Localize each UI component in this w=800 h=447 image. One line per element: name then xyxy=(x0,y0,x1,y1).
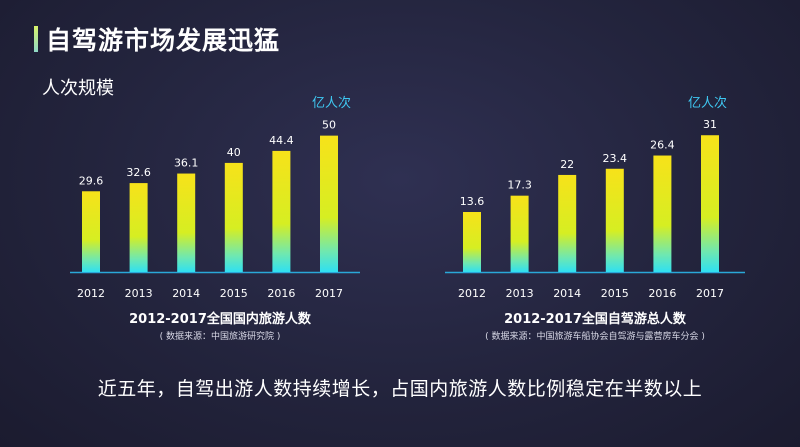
chart-2-bar xyxy=(510,195,529,272)
chart-2-bar xyxy=(558,174,577,272)
chart-2-value-label: 13.6 xyxy=(460,195,485,208)
chart-1-bar xyxy=(272,150,291,272)
chart-1-x-tick-label: 2012 xyxy=(77,287,105,300)
chart-2-x-tick-label: 2013 xyxy=(506,287,534,300)
chart-2-bar xyxy=(605,168,624,272)
chart-2-caption: 2012-2017全国自驾游总人数 ( 数据来源：中国旅游车船协会自驾游与露营房… xyxy=(430,308,760,342)
page-title: 自驾游市场发展迅猛 xyxy=(46,26,281,55)
chart-2-value-label: 17.3 xyxy=(507,179,532,192)
chart-2-title: 2012-2017全国自驾游总人数 xyxy=(504,312,686,327)
chart-1-x-tick-label: 2013 xyxy=(125,287,153,300)
chart-1-value-label: 36.1 xyxy=(174,157,199,170)
chart-1-bar xyxy=(224,162,243,272)
chart-2-x-tick-label: 2014 xyxy=(553,287,581,300)
chart-2-bar xyxy=(463,212,481,272)
chart-1-title: 2012-2017全国国内旅游人数 xyxy=(129,312,311,327)
chart-1-bar xyxy=(82,191,100,272)
chart-2-x-tick-label: 2017 xyxy=(696,287,724,300)
chart-2-value-label: 26.4 xyxy=(650,139,675,152)
chart-1-value-label: 32.6 xyxy=(126,166,151,179)
chart-1-caption: 2012-2017全国国内旅游人数 ( 数据来源：中国旅游研究院 ) xyxy=(70,308,370,342)
conclusion-text: 近五年，自驾出游人数持续增长，占国内旅游人数比例稳定在半数以上 xyxy=(97,378,703,400)
chart-1-x-tick-label: 2015 xyxy=(220,287,248,300)
chart-1-bar xyxy=(177,173,196,272)
chart-1-x-tick-label: 2017 xyxy=(315,287,343,300)
chart-1-source: ( 数据来源：中国旅游研究院 ) xyxy=(159,332,281,342)
chart-1-bar xyxy=(320,135,338,272)
chart-2-value-label: 31 xyxy=(703,118,717,131)
chart-1-value-label: 40 xyxy=(227,146,241,159)
chart-2-x-tick-label: 2016 xyxy=(648,287,676,300)
chart-1-bar xyxy=(129,183,148,272)
chart-1-value-label: 50 xyxy=(322,119,336,132)
chart-2-value-label: 22 xyxy=(560,158,574,171)
chart-2-bar xyxy=(653,155,672,272)
chart-2-x-tick-label: 2012 xyxy=(458,287,486,300)
chart-1-value-label: 29.6 xyxy=(79,174,104,187)
section-subtitle: 人次规模 xyxy=(42,78,114,99)
chart-1-x-tick-label: 2014 xyxy=(172,287,200,300)
chart-1-x-tick-label: 2016 xyxy=(267,287,295,300)
title-accent-bar xyxy=(34,26,38,52)
chart-2-bar xyxy=(701,135,719,272)
chart-2-unit-label: 亿人次 xyxy=(688,96,728,111)
chart-2-x-tick-label: 2015 xyxy=(601,287,629,300)
chart-1-value-label: 44.4 xyxy=(269,134,294,147)
chart-2-source: ( 数据来源：中国旅游车船协会自驾游与露营房车分会 ) xyxy=(485,332,705,342)
chart-1-unit-label: 亿人次 xyxy=(312,96,352,111)
chart-2-value-label: 23.4 xyxy=(603,152,628,165)
